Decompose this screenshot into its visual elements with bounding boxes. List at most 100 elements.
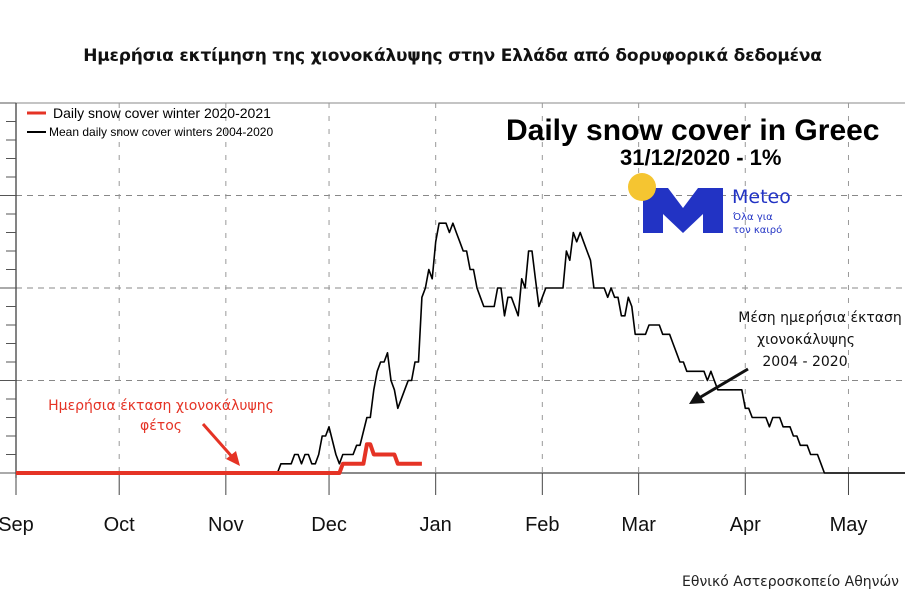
data-point-mean [277, 473, 278, 474]
chart-title: Daily snow cover in Greec [506, 114, 880, 147]
data-point-mean [748, 408, 749, 409]
data-point-mean [697, 371, 698, 372]
data-point-mean [428, 269, 429, 270]
data-point-mean [404, 389, 405, 390]
data-point-mean [466, 251, 467, 252]
data-point-mean [645, 334, 646, 335]
data-point-mean [807, 445, 808, 446]
data-point-mean [538, 306, 539, 307]
annotation-current-arrowhead-icon [226, 451, 240, 466]
data-point-mean [470, 269, 471, 270]
data-point-mean [411, 380, 412, 381]
data-point-mean [745, 408, 746, 409]
data-point-current [16, 473, 17, 474]
data-point-mean [421, 297, 422, 298]
data-point-mean [621, 315, 622, 316]
data-point-mean [569, 260, 570, 261]
data-point-mean [793, 436, 794, 437]
data-point-mean [573, 232, 574, 233]
x-tick-label: Nov [208, 514, 244, 536]
data-point-mean [477, 288, 478, 289]
data-point-mean [614, 297, 615, 298]
data-point-current [421, 463, 422, 464]
data-point-mean [480, 297, 481, 298]
data-point-mean [322, 436, 323, 437]
data-point-mean [459, 241, 460, 242]
logo-brand: Meteo [732, 186, 791, 208]
chart-subtitle: 31/12/2020 - 1% [620, 145, 781, 170]
data-point-mean [415, 362, 416, 363]
data-point-mean [741, 389, 742, 390]
data-point-mean [635, 334, 636, 335]
data-point-mean [525, 288, 526, 289]
data-point-mean [446, 223, 447, 224]
annotation-mean: Μέση ημερήσια έκταση χιονοκάλυψης 2004 -… [689, 310, 902, 404]
data-point-mean [280, 463, 281, 464]
data-point-mean [463, 251, 464, 252]
data-point-mean [752, 417, 753, 418]
annotation-mean-arrow-icon [698, 367, 749, 400]
data-point-mean [824, 473, 825, 474]
data-point-mean [335, 454, 336, 455]
data-point-mean [353, 454, 354, 455]
data-point-mean [291, 463, 292, 464]
data-point-mean [384, 362, 385, 363]
data-point-mean [669, 334, 670, 335]
data-point-mean [765, 417, 766, 418]
grid-lines [16, 102, 905, 473]
data-point-mean [370, 417, 371, 418]
logo-tagline-2: τον καιρό [733, 224, 782, 236]
data-point-mean [772, 417, 773, 418]
data-point-mean [817, 454, 818, 455]
data-point-mean [624, 315, 625, 316]
data-point-mean [439, 223, 440, 224]
data-point-mean [452, 223, 453, 224]
data-point-mean [673, 343, 674, 344]
data-point-mean [587, 251, 588, 252]
x-tick-label: Oct [104, 514, 136, 536]
data-point-mean [580, 232, 581, 233]
data-point-mean [315, 463, 316, 464]
x-tick-label: Sep [0, 514, 34, 536]
data-point-mean [769, 426, 770, 427]
data-point-mean [377, 371, 378, 372]
logo-sun-icon [628, 173, 656, 201]
data-point-mean [294, 454, 295, 455]
meteo-logo: Meteo Όλα για τον καιρό [628, 173, 791, 236]
data-point-mean [545, 288, 546, 289]
data-point-mean [532, 251, 533, 252]
data-point-mean [810, 454, 811, 455]
data-point-mean [631, 306, 632, 307]
data-point-mean [501, 288, 502, 289]
data-point-mean [796, 436, 797, 437]
data-point-mean [497, 288, 498, 289]
x-tick-label: Feb [525, 514, 559, 536]
x-tick-label: Jan [420, 514, 452, 536]
x-tick-label: Apr [730, 514, 761, 536]
data-point-mean [800, 445, 801, 446]
data-point-mean [483, 306, 484, 307]
data-point-mean [356, 445, 357, 446]
data-point-mean [659, 325, 660, 326]
data-point-mean [473, 269, 474, 270]
data-point-mean [611, 288, 612, 289]
data-point-mean [394, 389, 395, 390]
data-point-current [339, 473, 340, 474]
data-point-mean [542, 297, 543, 298]
data-point-mean [628, 297, 629, 298]
x-axis-ticks: Sep Oct Nov Dec Jan Feb Mar Apr May [0, 473, 867, 536]
data-point-mean [298, 454, 299, 455]
logo-m-icon [643, 188, 723, 233]
data-point-mean [563, 288, 564, 289]
data-point-mean [714, 380, 715, 381]
logo-tagline-1: Όλα για [732, 211, 773, 223]
data-point-mean [717, 389, 718, 390]
x-tick-label: Dec [311, 514, 347, 536]
data-point-mean [662, 334, 663, 335]
data-point-mean [514, 306, 515, 307]
data-point-mean [607, 297, 608, 298]
data-point-mean [339, 463, 340, 464]
data-point-mean [442, 223, 443, 224]
data-point-mean [604, 288, 605, 289]
data-point-mean [397, 408, 398, 409]
